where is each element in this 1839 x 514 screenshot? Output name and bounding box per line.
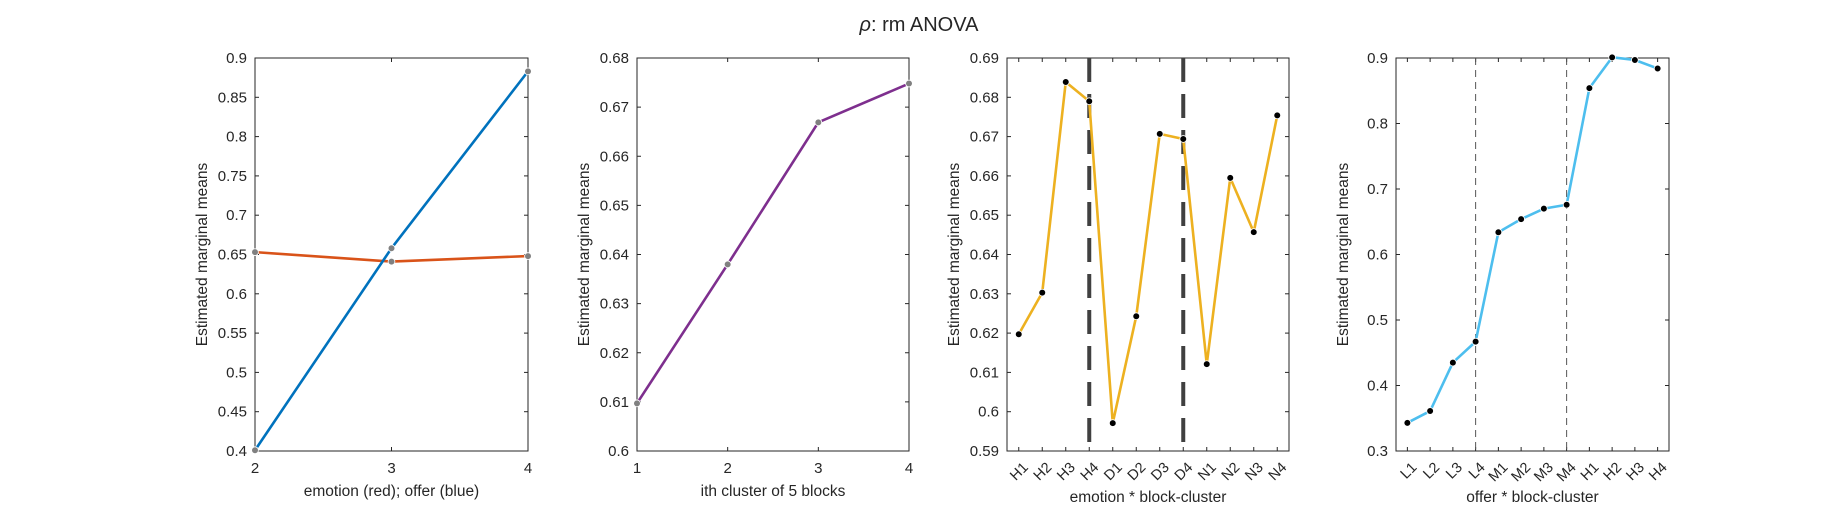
chart-1-ytick-label: 0.8 xyxy=(226,129,247,146)
chart-4-series-1-point xyxy=(1585,84,1594,92)
chart-3-series-1-point xyxy=(1202,360,1211,368)
chart-4-ytick-label: 0.6 xyxy=(1367,247,1388,264)
chart-3-ytick-label: 0.67 xyxy=(970,129,999,146)
chart-3-series-1-point xyxy=(1014,330,1023,339)
chart-4-ytick-label: 0.5 xyxy=(1367,312,1388,329)
chart-2-ylabel: Estimated marginal means xyxy=(576,163,593,347)
chart-1-xtick-label: 3 xyxy=(387,460,395,477)
figure-title: ρ: rm ANOVA xyxy=(859,14,980,36)
chart-4-ytick-label: 0.9 xyxy=(1367,50,1388,67)
chart-1-series-2-point xyxy=(251,446,259,455)
chart-1-series-1-point xyxy=(524,252,532,260)
chart-2-ytick-label: 0.67 xyxy=(600,99,629,116)
chart-4-ylabel: Estimated marginal means xyxy=(1335,163,1352,347)
chart-3-ytick-label: 0.62 xyxy=(970,325,999,342)
chart-4-series-1-point xyxy=(1562,200,1571,209)
chart-1-series-2-point xyxy=(524,67,532,76)
chart-4-ytick-label: 0.7 xyxy=(1367,181,1388,198)
chart-3-series-1-line xyxy=(1017,80,1279,425)
chart-4-series-1-point xyxy=(1494,228,1503,237)
chart-2-series-1-point xyxy=(905,79,913,88)
chart-3-ytick-label: 0.66 xyxy=(970,168,999,185)
figure-title-symbol: ρ xyxy=(859,14,871,36)
chart-2-series-1-point xyxy=(723,260,732,269)
chart-3-series-1-point xyxy=(1085,97,1094,106)
chart-3-series-1-point xyxy=(1061,78,1070,86)
chart-3-series-1-point xyxy=(1273,111,1282,120)
figure-title-text: : rm ANOVA xyxy=(871,14,979,36)
chart-2-ytick-label: 0.66 xyxy=(600,148,629,165)
chart-4-series-1-point xyxy=(1517,215,1525,223)
chart-2-xtick-label: 3 xyxy=(814,460,822,477)
chart-2-ytick-label: 0.62 xyxy=(600,345,629,362)
chart-4-ytick-label: 0.3 xyxy=(1367,443,1388,460)
chart-1-ytick-label: 0.65 xyxy=(218,247,247,264)
chart-4-series-1-point xyxy=(1426,407,1434,415)
chart-panel-2: 0.6 0.61 0.62 0.63 0.64 0.65 0.66 0.67 0.68 1 2 3 4 i… xyxy=(576,50,913,500)
chart-1-ytick-label: 0.9 xyxy=(226,50,247,67)
chart-1-ytick-label: 0.85 xyxy=(218,89,247,106)
chart-4-series-1-point xyxy=(1608,53,1616,62)
chart-1-ytick-label: 0.5 xyxy=(226,364,247,381)
chart-1-xlabel: emotion (red); offer (blue) xyxy=(304,483,479,500)
chart-1-xtick-label: 4 xyxy=(524,460,532,477)
chart-2-xlabel: ith cluster of 5 blocks xyxy=(701,483,846,500)
chart-1-ytick-label: 0.7 xyxy=(226,207,247,224)
chart-2-ytick-label: 0.61 xyxy=(600,394,629,411)
chart-3-ytick-label: 0.64 xyxy=(970,247,999,264)
chart-3-xlabel: emotion * block-cluster xyxy=(1070,489,1227,506)
chart-3-series-1-point xyxy=(1038,288,1047,297)
chart-3-series-1-point xyxy=(1155,130,1164,138)
chart-4-series-1-line xyxy=(1406,56,1659,424)
chart-2-ytick-label: 0.6 xyxy=(608,443,629,460)
chart-3-ytick-label: 0.61 xyxy=(970,364,999,381)
chart-1-ytick-label: 0.4 xyxy=(226,443,247,460)
chart-3-series-1-point xyxy=(1226,174,1235,182)
chart-3-ytick-label: 0.6 xyxy=(978,404,999,421)
chart-3-series-1-point xyxy=(1132,312,1141,321)
chart-4-xlabel: offer * block-cluster xyxy=(1466,489,1598,506)
chart-1-xtick-label: 2 xyxy=(251,460,259,477)
chart-4-series-1-point xyxy=(1631,56,1639,64)
chart-1-ytick-label: 0.75 xyxy=(218,168,247,185)
chart-2-series-1-line xyxy=(635,82,910,405)
chart-panel-1: 0.4 0.45 0.5 0.55 0.6 0.65 0.7 0.75 0.8 0.85 0.9 2 3… xyxy=(194,50,532,500)
chart-2-ytick-label: 0.63 xyxy=(600,296,629,313)
chart-1-series-1-point xyxy=(387,257,396,266)
chart-2-xtick-label: 4 xyxy=(905,460,913,477)
chart-2-ytick-label: 0.65 xyxy=(600,197,629,214)
chart-2-series-1-point xyxy=(814,118,823,127)
chart-1-ytick-label: 0.45 xyxy=(218,404,247,421)
chart-4-ytick-label: 0.4 xyxy=(1367,378,1388,395)
chart-2-xtick-label: 1 xyxy=(633,460,641,477)
chart-4-series-1-point xyxy=(1449,358,1457,367)
chart-1-ylabel: Estimated marginal means xyxy=(194,163,211,347)
chart-4-series-1-point xyxy=(1653,64,1662,73)
chart-2-series-1-point xyxy=(633,399,641,408)
chart-2-ytick-label: 0.68 xyxy=(600,50,629,67)
chart-3-ytick-label: 0.69 xyxy=(970,50,999,67)
chart-4-series-1-point xyxy=(1471,337,1480,346)
chart-4-series-1-point xyxy=(1540,204,1548,213)
chart-1-series-2-point xyxy=(387,244,396,253)
chart-4-series-1-point xyxy=(1403,419,1412,427)
chart-2-ytick-label: 0.64 xyxy=(600,247,629,264)
chart-3-ytick-label: 0.65 xyxy=(970,207,999,224)
chart-3-ytick-label: 0.63 xyxy=(970,286,999,303)
chart-2-xtick-label: 2 xyxy=(723,460,731,477)
chart-1-series-1-point xyxy=(251,248,259,256)
chart-3-ytick-label: 0.59 xyxy=(970,443,999,460)
chart-3-ytick-label: 0.68 xyxy=(970,89,999,106)
chart-1-ytick-label: 0.55 xyxy=(218,325,247,342)
chart-3-series-1-point xyxy=(1179,135,1188,143)
chart-3-series-1-point xyxy=(1108,419,1117,427)
chart-1-ytick-label: 0.6 xyxy=(226,286,247,303)
chart-3-ylabel: Estimated marginal means xyxy=(946,163,963,347)
chart-4-ytick-label: 0.8 xyxy=(1367,116,1388,133)
chart-3-series-1-point xyxy=(1249,228,1258,236)
